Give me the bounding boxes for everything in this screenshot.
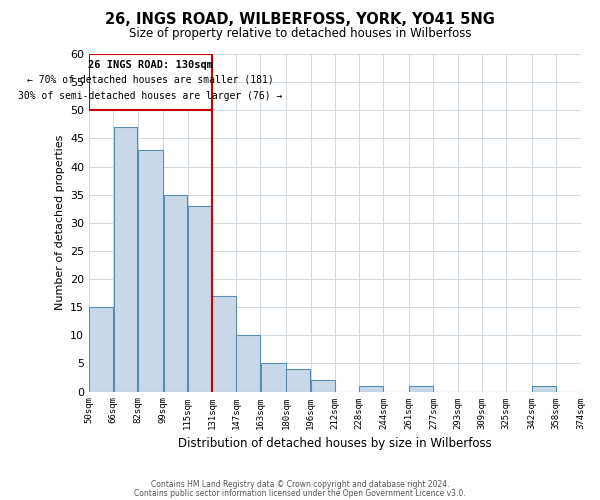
Bar [89, 307, 113, 392]
Bar [236, 336, 260, 392]
Text: 26, INGS ROAD, WILBERFOSS, YORK, YO41 5NG: 26, INGS ROAD, WILBERFOSS, YORK, YO41 5N… [105, 12, 495, 28]
Y-axis label: Number of detached properties: Number of detached properties [55, 135, 65, 310]
Bar [409, 386, 433, 392]
Bar [311, 380, 335, 392]
Bar [359, 386, 383, 392]
Bar [113, 127, 137, 392]
Bar [138, 150, 163, 392]
Bar [532, 386, 556, 392]
Bar [164, 194, 187, 392]
Text: Contains public sector information licensed under the Open Government Licence v3: Contains public sector information licen… [134, 488, 466, 498]
Text: 30% of semi-detached houses are larger (76) →: 30% of semi-detached houses are larger (… [19, 91, 283, 101]
Text: ← 70% of detached houses are smaller (181): ← 70% of detached houses are smaller (18… [27, 74, 274, 85]
Bar [212, 296, 236, 392]
X-axis label: Distribution of detached houses by size in Wilberfoss: Distribution of detached houses by size … [178, 437, 491, 450]
Bar [188, 206, 212, 392]
Bar [286, 369, 310, 392]
Text: 26 INGS ROAD: 130sqm: 26 INGS ROAD: 130sqm [88, 60, 213, 70]
Bar [260, 364, 286, 392]
Bar [89, 54, 212, 110]
Text: Size of property relative to detached houses in Wilberfoss: Size of property relative to detached ho… [129, 28, 471, 40]
Text: Contains HM Land Registry data © Crown copyright and database right 2024.: Contains HM Land Registry data © Crown c… [151, 480, 449, 489]
